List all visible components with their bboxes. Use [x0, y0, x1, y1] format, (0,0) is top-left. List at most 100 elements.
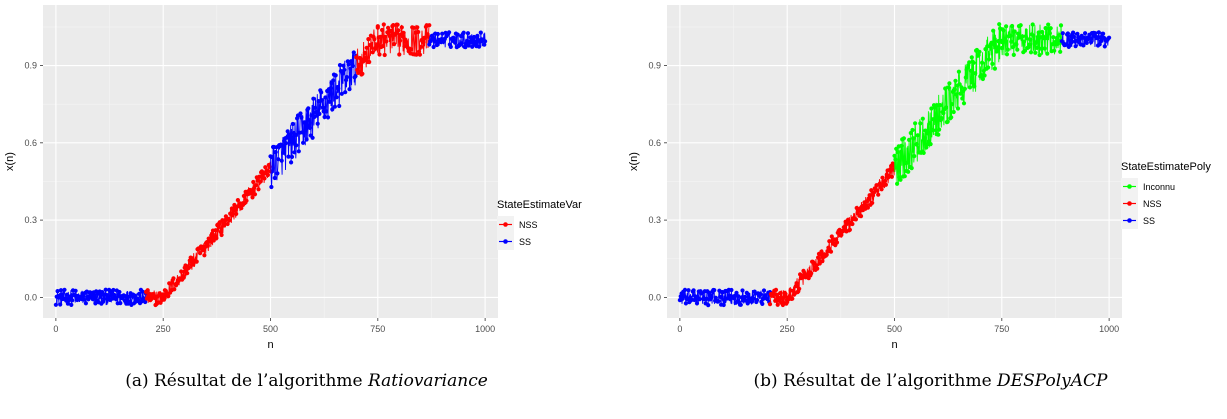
data-point — [343, 90, 348, 95]
data-point — [362, 50, 367, 55]
data-point — [463, 45, 468, 50]
data-point — [1046, 22, 1051, 27]
chart-a: 0 250 500 750 1000 0.0 0.3 0.6 0.9 n x(n) StateEsti… — [4, 5, 582, 351]
caption-b-prefix: (b) Résultat de l’algorithme — [753, 371, 998, 391]
data-point — [370, 50, 375, 55]
data-point — [339, 91, 344, 96]
data-point — [927, 121, 932, 126]
data-point — [307, 125, 313, 130]
data-point — [241, 193, 246, 199]
data-point — [1004, 24, 1009, 29]
data-point — [118, 301, 123, 306]
data-point — [73, 288, 78, 293]
data-point — [1098, 35, 1103, 40]
data-point — [451, 35, 456, 40]
data-point — [682, 287, 688, 292]
caption-b-algorithm: DESPolyACP — [997, 371, 1108, 391]
data-point — [1048, 26, 1053, 31]
data-point — [286, 154, 291, 159]
data-point — [943, 86, 948, 91]
data-point — [958, 91, 963, 96]
data-point — [183, 263, 188, 268]
data-point — [471, 34, 477, 40]
data-point — [92, 293, 97, 298]
data-point — [771, 291, 776, 296]
data-point — [893, 157, 898, 162]
series-ss-segment — [427, 30, 488, 50]
data-point — [941, 111, 946, 116]
data-point — [234, 211, 239, 216]
data-point — [709, 294, 714, 299]
x-tick-label: 750 — [994, 324, 1009, 334]
data-point — [1031, 33, 1036, 39]
data-point — [1043, 26, 1048, 31]
data-point — [1014, 42, 1019, 47]
data-point — [313, 105, 318, 110]
data-point — [416, 29, 421, 35]
x-tick-label: 0 — [677, 324, 682, 334]
data-point — [59, 292, 64, 297]
data-point — [1028, 50, 1034, 55]
data-point — [477, 44, 482, 49]
data-point — [828, 249, 834, 254]
data-point — [1005, 47, 1010, 52]
data-point — [290, 121, 295, 127]
data-point — [913, 121, 918, 126]
y-tick-label: 0.6 — [648, 138, 661, 148]
data-point — [417, 52, 422, 57]
data-point — [330, 107, 335, 112]
data-point — [239, 206, 244, 211]
data-point — [1047, 31, 1052, 36]
data-point — [275, 171, 280, 176]
data-point — [88, 290, 93, 295]
data-point — [814, 263, 819, 268]
legend-key — [497, 216, 514, 233]
data-point — [1024, 36, 1029, 41]
data-point — [1071, 30, 1076, 35]
data-point — [453, 40, 458, 45]
figure-a: 0 250 500 750 1000 0.0 0.3 0.6 0.9 n x(n) StateEsti… — [0, 0, 613, 419]
data-point — [734, 290, 739, 295]
data-point — [272, 175, 277, 181]
data-point — [127, 299, 132, 304]
data-point — [347, 87, 352, 92]
data-point — [949, 102, 955, 107]
data-point — [924, 145, 929, 150]
data-point — [686, 288, 691, 293]
data-point — [448, 44, 453, 50]
data-point — [101, 296, 107, 301]
data-point — [999, 45, 1004, 51]
x-axis-title: n — [891, 339, 897, 351]
series-nss-segment — [161, 161, 273, 302]
data-point — [366, 37, 371, 42]
data-point — [279, 158, 284, 163]
data-point — [421, 40, 426, 45]
data-point — [1096, 30, 1101, 35]
y-tick-label: 0.9 — [648, 61, 661, 71]
data-point — [820, 259, 825, 264]
data-point — [327, 99, 332, 104]
data-point — [466, 43, 471, 48]
data-point — [383, 34, 388, 40]
data-point — [332, 104, 337, 109]
data-point — [968, 68, 973, 73]
data-point — [185, 271, 190, 276]
data-point — [440, 31, 445, 36]
data-point — [214, 236, 219, 241]
series-ss-segment — [677, 287, 773, 308]
data-point — [760, 301, 765, 306]
data-point — [943, 105, 949, 110]
data-point — [435, 31, 440, 37]
data-point — [168, 281, 173, 286]
data-point — [145, 288, 150, 293]
data-point — [461, 30, 466, 35]
data-point — [353, 74, 358, 79]
legend-key-point — [1127, 218, 1132, 223]
data-point — [64, 292, 70, 297]
data-point — [292, 150, 297, 155]
data-point — [883, 178, 888, 184]
data-point — [1034, 40, 1039, 45]
data-point — [469, 40, 474, 45]
data-point — [955, 106, 961, 111]
data-point — [953, 78, 958, 83]
